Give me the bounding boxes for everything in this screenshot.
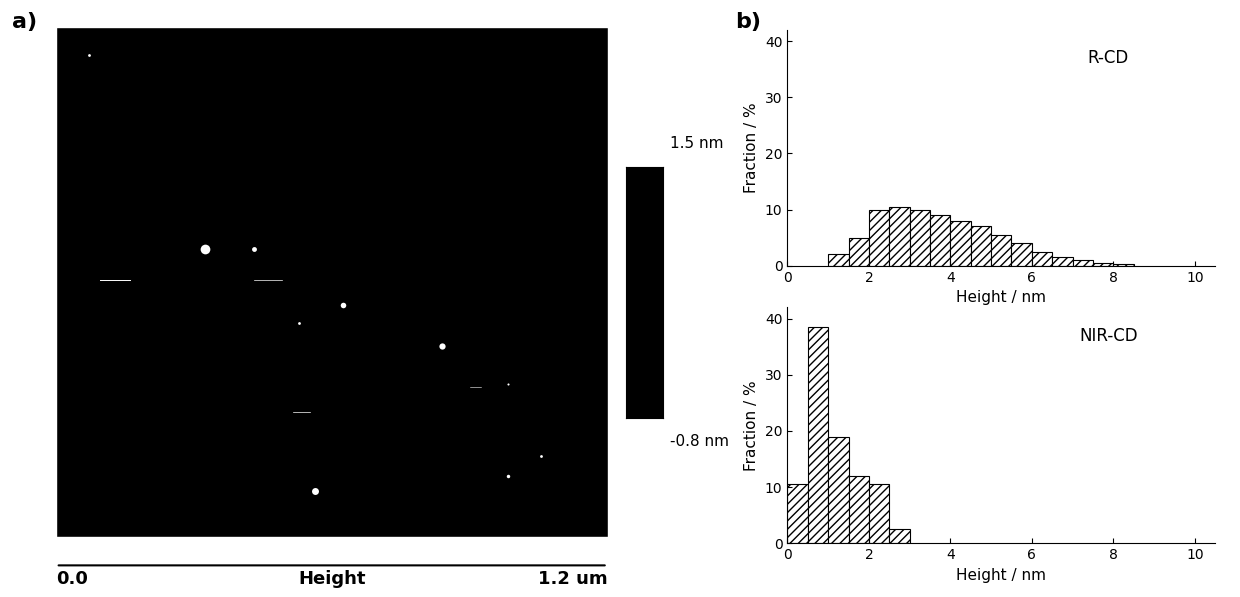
Text: R-CD: R-CD	[1087, 49, 1128, 67]
Text: b): b)	[735, 12, 761, 32]
Bar	[889, 529, 910, 543]
Bar	[807, 327, 828, 543]
Y-axis label: Fraction / %: Fraction / %	[744, 380, 759, 470]
Bar	[787, 484, 807, 543]
X-axis label: Height / nm: Height / nm	[956, 290, 1047, 305]
Bar	[1012, 243, 1032, 266]
Bar	[1032, 251, 1053, 266]
Text: -0.8 nm: -0.8 nm	[670, 434, 729, 450]
Text: 1.5 nm: 1.5 nm	[670, 136, 723, 151]
Text: a): a)	[12, 12, 37, 32]
Text: Height: Height	[298, 571, 366, 589]
Text: 1.2 um: 1.2 um	[538, 571, 608, 589]
X-axis label: Height / nm: Height / nm	[956, 568, 1047, 583]
Bar	[950, 221, 971, 266]
Bar	[869, 484, 889, 543]
Bar	[1073, 260, 1092, 266]
Bar	[930, 215, 950, 266]
Y-axis label: Fraction / %: Fraction / %	[744, 103, 759, 193]
Bar	[848, 238, 869, 266]
Text: 0.0: 0.0	[56, 571, 88, 589]
Bar	[828, 436, 848, 543]
Bar	[1053, 257, 1073, 266]
Text: NIR-CD: NIR-CD	[1079, 327, 1137, 344]
Bar	[828, 254, 848, 266]
Bar	[848, 476, 869, 543]
Bar	[910, 210, 930, 266]
Bar	[869, 210, 889, 266]
Bar	[1114, 264, 1133, 266]
Bar	[889, 207, 910, 266]
Bar	[971, 226, 991, 266]
Bar	[991, 235, 1012, 266]
Bar	[1092, 263, 1114, 266]
